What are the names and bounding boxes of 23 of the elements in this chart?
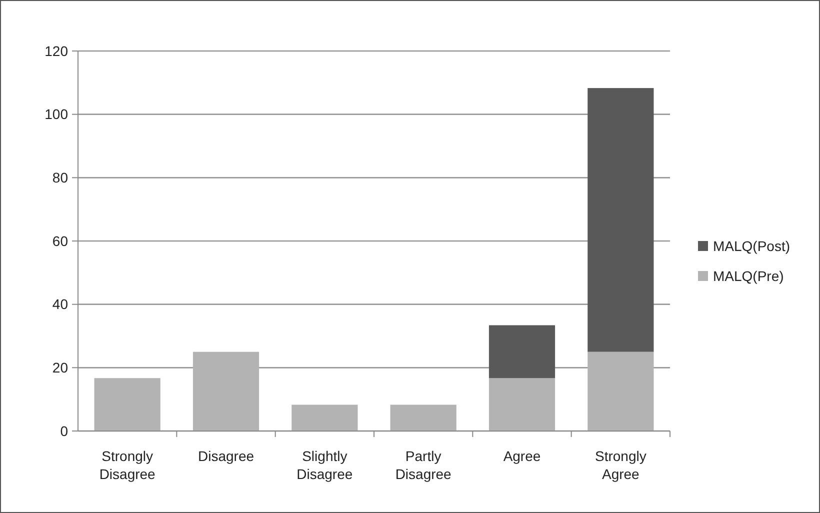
x-tick-label: Strongly Disagree xyxy=(99,448,156,482)
bar xyxy=(488,325,556,378)
bar xyxy=(488,378,556,431)
x-tick-label: Disagree xyxy=(198,448,254,464)
bar xyxy=(94,378,160,431)
x-tick-label: Strongly Agree xyxy=(594,448,646,482)
y-tick-label: 0 xyxy=(60,422,68,439)
x-tick-label: Partly Disagree xyxy=(395,448,452,482)
bar xyxy=(588,352,654,431)
x-tick-label: Slightly Disagree xyxy=(296,448,353,482)
y-tick-label: 80 xyxy=(52,170,68,186)
legend-label: MALQ(Post) xyxy=(713,238,790,254)
bar xyxy=(192,352,260,431)
y-tick-label: 120 xyxy=(44,42,68,59)
bar xyxy=(292,404,358,431)
bar xyxy=(588,88,654,352)
y-tick-label: 20 xyxy=(52,360,68,376)
x-tick-label: Agree xyxy=(503,448,541,464)
y-tick-label: 60 xyxy=(52,232,68,249)
y-tick-label: 40 xyxy=(52,296,68,312)
bar xyxy=(390,404,456,431)
y-tick-label: 100 xyxy=(44,106,68,122)
legend-label: MALQ(Pre) xyxy=(713,268,784,284)
